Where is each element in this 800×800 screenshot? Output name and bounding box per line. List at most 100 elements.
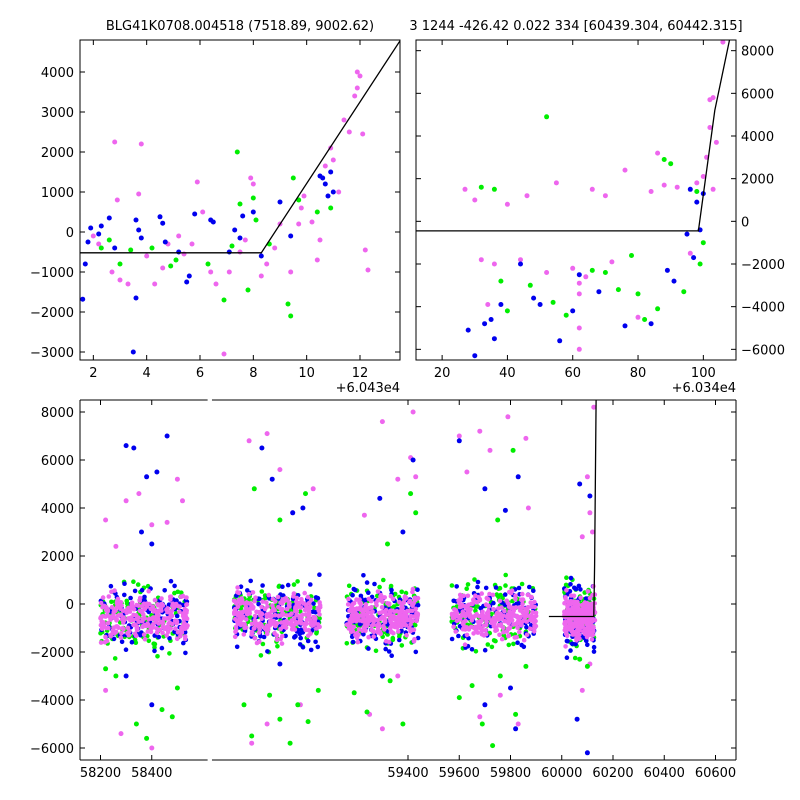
data-point — [245, 287, 251, 293]
x-tick-label: 60600 — [695, 766, 736, 781]
season-band-point — [489, 644, 495, 650]
season-band-point — [129, 600, 135, 605]
season-band-point — [573, 641, 578, 647]
season-band-point — [109, 599, 114, 605]
season-band-point — [405, 608, 410, 614]
season-band-point — [408, 629, 413, 634]
season-band-point — [403, 590, 409, 596]
data-point — [322, 163, 328, 169]
season-band-point — [412, 622, 418, 628]
season-band-point — [591, 584, 596, 589]
season-band-point — [127, 609, 133, 614]
data-point — [269, 476, 275, 482]
plot-area — [98, 400, 598, 756]
data-point — [472, 197, 478, 203]
data-point — [495, 517, 501, 523]
season-band-point — [528, 617, 533, 623]
season-band-point — [264, 614, 270, 620]
season-band-point — [584, 605, 590, 611]
season-band-point — [233, 629, 238, 635]
season-band-point — [305, 594, 311, 600]
season-band-point — [152, 597, 158, 603]
season-band-point — [456, 633, 461, 639]
data-point — [272, 245, 278, 251]
data-point — [671, 278, 677, 284]
season-band-point — [515, 615, 521, 621]
season-band-point — [266, 592, 272, 598]
x-tick-label: 60200 — [592, 766, 633, 781]
x-tick-label: 20 — [434, 366, 451, 381]
data-point — [354, 69, 360, 75]
season-band-point — [303, 602, 309, 607]
data-point — [377, 495, 383, 501]
data-point — [290, 175, 296, 181]
season-band-point — [260, 599, 266, 604]
season-band-point — [388, 583, 394, 589]
season-band-point — [141, 632, 147, 637]
season-band-point — [281, 611, 286, 617]
season-band-point — [118, 600, 124, 605]
season-band-point — [124, 608, 129, 613]
season-band-point — [454, 584, 460, 589]
season-band-point — [273, 599, 278, 604]
season-band-point — [111, 636, 117, 642]
season-band-point — [366, 634, 371, 640]
data-point — [478, 184, 484, 190]
season-band-point — [497, 598, 503, 604]
season-band-point — [400, 605, 405, 610]
season-band-point — [103, 607, 109, 613]
data-point — [240, 213, 246, 219]
season-band-point — [146, 622, 151, 627]
y-tick-label: 2000 — [741, 173, 774, 188]
data-point — [288, 269, 294, 275]
data-point — [157, 214, 163, 220]
season-band-point — [400, 613, 406, 619]
season-band-point — [244, 617, 249, 622]
season-band-point — [413, 649, 419, 655]
season-band-point — [105, 620, 111, 626]
data-point — [684, 231, 690, 237]
season-band-point — [155, 603, 161, 608]
season-band-point — [152, 648, 157, 654]
season-band-point — [477, 596, 483, 602]
data-point — [180, 498, 185, 504]
data-point — [557, 338, 563, 344]
data-point — [330, 157, 336, 163]
season-band-point — [115, 604, 120, 609]
season-band-point — [165, 625, 171, 630]
season-band-point — [460, 613, 465, 618]
data-point — [241, 702, 247, 708]
data-point — [315, 687, 321, 693]
season-band-point — [496, 617, 502, 622]
season-band-point — [101, 604, 107, 609]
season-band-point — [172, 583, 177, 589]
season-band-point — [373, 600, 379, 605]
data-point — [400, 529, 406, 535]
data-point — [200, 209, 206, 215]
y-tick-label: 2000 — [41, 550, 74, 565]
season-band-point — [413, 606, 419, 612]
season-band-point — [464, 632, 470, 638]
season-band-point — [119, 639, 125, 645]
season-band-point — [383, 607, 389, 613]
data-point — [505, 414, 511, 420]
season-band-point — [375, 589, 381, 594]
data-point — [208, 269, 214, 275]
season-band-point — [182, 630, 188, 635]
data-point — [469, 683, 475, 689]
season-band-point — [297, 642, 303, 647]
axes-frame — [415, 39, 737, 361]
season-band-point — [248, 578, 253, 584]
season-band-point — [138, 633, 143, 638]
season-band-point — [515, 621, 520, 626]
data-point — [251, 486, 257, 492]
y-tick-label: −6000 — [30, 742, 74, 757]
season-band-point — [591, 625, 596, 630]
data-point — [364, 709, 370, 715]
data-point — [133, 295, 139, 301]
season-band-point — [154, 630, 160, 635]
season-band-point — [139, 609, 145, 615]
season-band-point — [232, 634, 238, 640]
season-band-point — [250, 590, 256, 595]
season-band-point — [465, 610, 471, 616]
